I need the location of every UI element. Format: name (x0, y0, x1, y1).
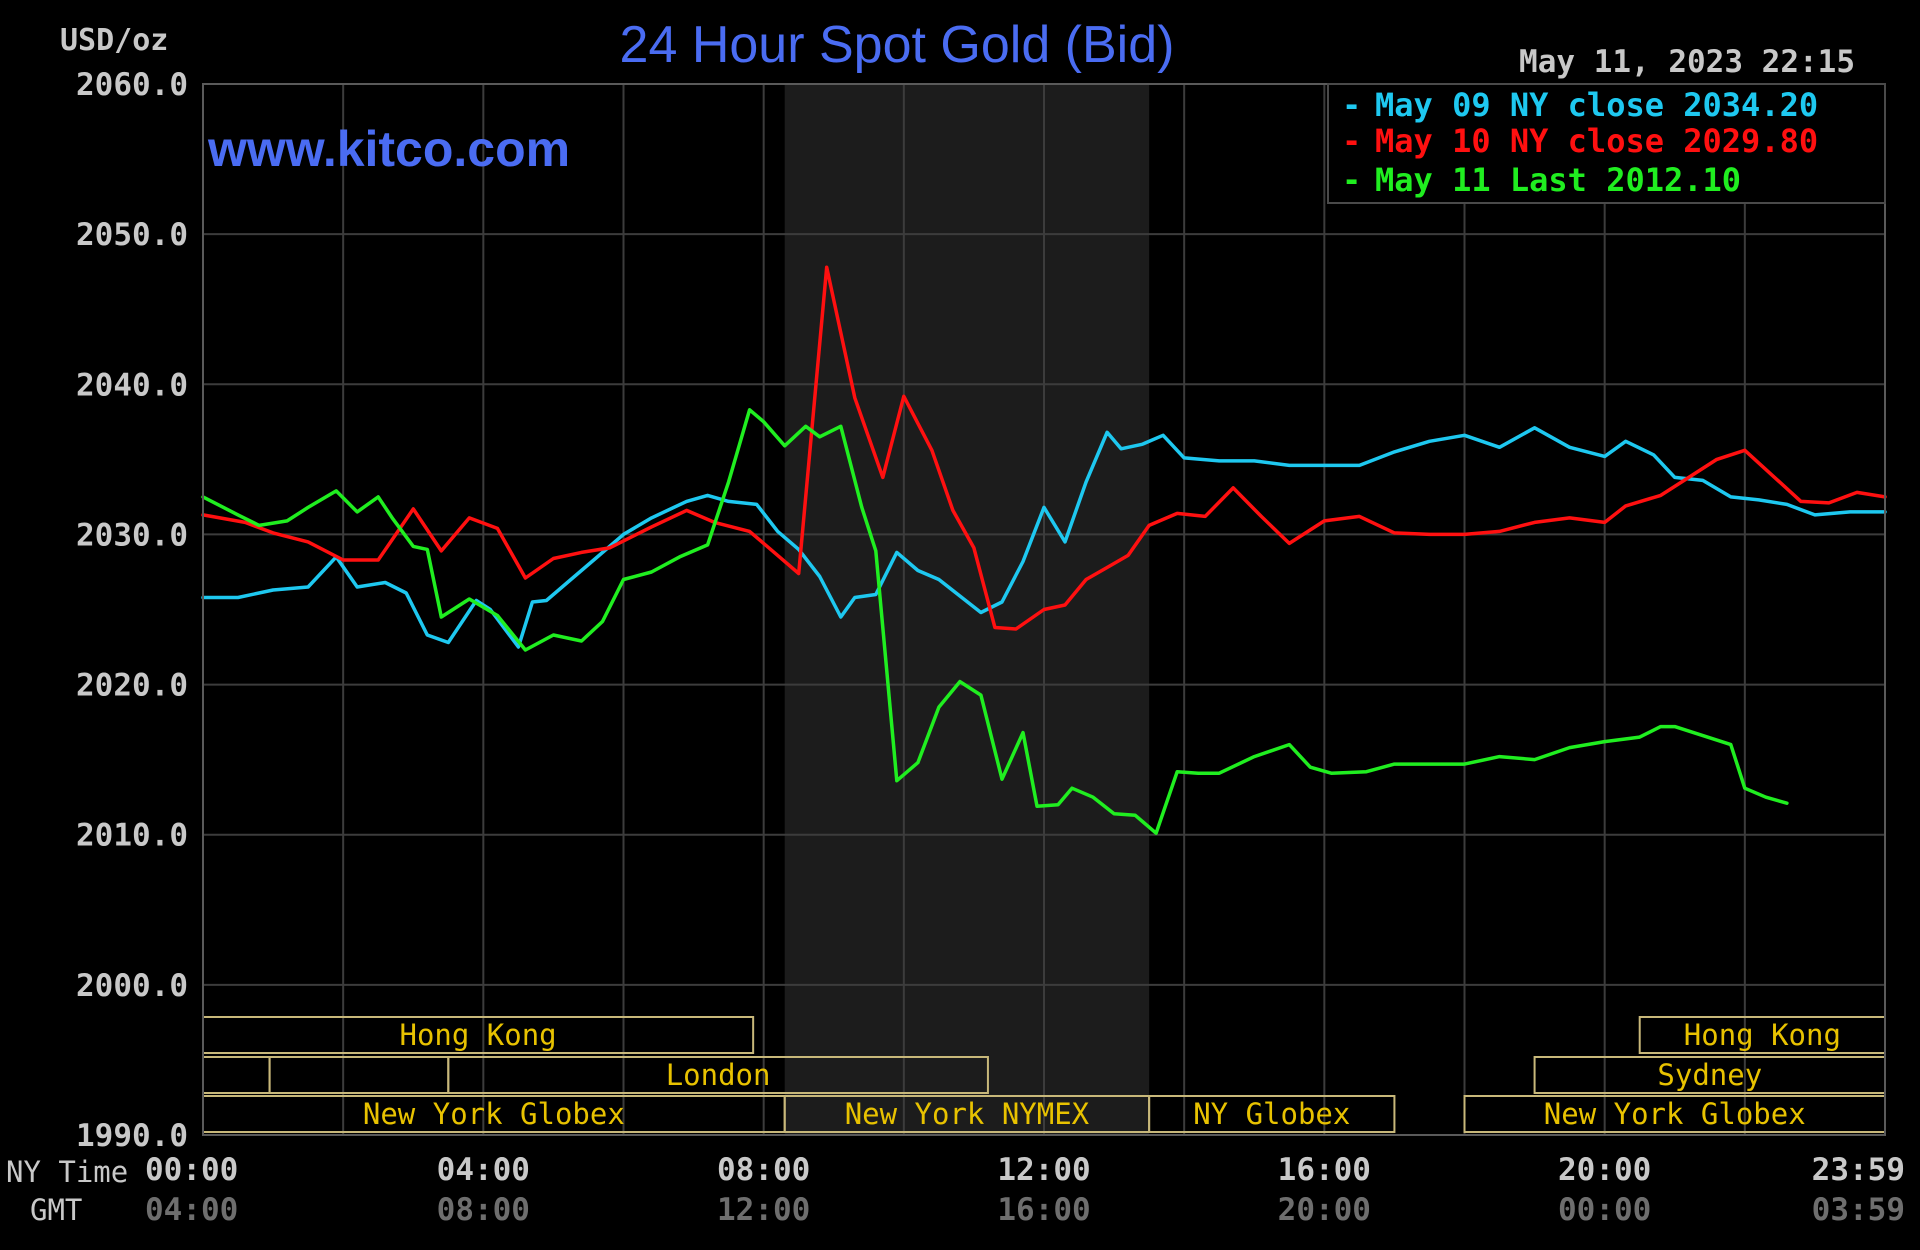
y-tick-label: 2050.0 (76, 217, 188, 253)
series-line-2 (201, 408, 1789, 835)
legend-box (1327, 83, 1886, 204)
price-series (201, 265, 1887, 835)
legend-entry-may10: - May 10 NY close 2029.80 (1342, 122, 1818, 160)
session-label: London (666, 1058, 771, 1092)
session-label: New York NYMEX (845, 1097, 1090, 1131)
market-sessions: Hong Kong Hong Kong London Sydney New York G… (202, 1016, 1887, 1133)
x-tick-label-ny: 04:00 (437, 1152, 530, 1188)
ny-time-axis-label: NY Time (6, 1155, 128, 1189)
y-tick-label: 1990.0 (76, 1118, 188, 1154)
x-tick-label-gmt: 00:00 (1558, 1192, 1651, 1228)
legend-marker: - (1342, 161, 1361, 199)
legend: - May 09 NY close 2034.20 - May 10 NY cl… (1327, 83, 1886, 204)
session-label: New York Globex (363, 1097, 625, 1131)
timestamp: May 11, 2023 22:15 (1519, 44, 1855, 80)
legend-label: May 09 NY close 2034.20 (1375, 86, 1818, 124)
grid-lines (203, 84, 1885, 1135)
y-tick-label: 2060.0 (76, 67, 188, 103)
x-tick-label-gmt: 08:00 (437, 1192, 530, 1228)
x-tick-label-gmt: 20:00 (1278, 1192, 1371, 1228)
gmt-axis-label: GMT (30, 1193, 82, 1227)
session-box (1148, 1095, 1396, 1133)
x-axis-ticks: 00:00 04:00 04:00 08:00 08:00 12:00 12:00 16:00… (145, 1152, 1905, 1228)
session-label: New York Globex (1544, 1097, 1806, 1131)
x-tick-label-ny: 20:00 (1558, 1152, 1651, 1188)
session-label: Hong Kong (1684, 1018, 1841, 1052)
legend-label: May 10 NY close 2029.80 (1375, 122, 1818, 160)
y-tick-label: 2020.0 (76, 668, 188, 704)
y-tick-label: 2030.0 (76, 517, 188, 553)
chart-title: 24 Hour Spot Gold (Bid) (620, 16, 1175, 74)
session-row3: NY Globex (1148, 1095, 1396, 1133)
session-label: Sydney (1657, 1058, 1762, 1092)
legend-marker: - (1342, 86, 1361, 124)
x-tick-label-gmt: 04:00 (145, 1192, 238, 1228)
x-tick-label-gmt: 16:00 (997, 1192, 1090, 1228)
y-axis-ticks: 1990.0 2000.0 2010.0 2020.0 2030.0 2040.0 2050… (76, 67, 188, 1154)
y-tick-label: 2010.0 (76, 818, 188, 854)
session-label: NY Globex (1193, 1097, 1350, 1131)
x-tick-label-ny: 12:00 (997, 1152, 1090, 1188)
x-tick-label-ny: 16:00 (1278, 1152, 1371, 1188)
x-tick-label-ny: 08:00 (717, 1152, 810, 1188)
series-line-1 (201, 265, 1887, 631)
y-tick-label: 2000.0 (76, 968, 188, 1004)
session-label: Hong Kong (400, 1018, 557, 1052)
session-box (447, 1056, 989, 1094)
units-label: USD/oz (60, 23, 168, 58)
legend-marker: - (1342, 122, 1361, 160)
watermark: www.kitco.com (207, 121, 570, 177)
legend-label: May 11 Last 2012.10 (1375, 161, 1741, 199)
x-tick-label-gmt: 03:59 (1812, 1192, 1905, 1228)
session-row2: Sydney (1533, 1056, 1887, 1094)
y-tick-label: 2040.0 (76, 367, 188, 403)
session-row2: London (447, 1056, 989, 1094)
x-tick-label-ny: 23:59 (1812, 1152, 1905, 1188)
legend-entry-may11: - May 11 Last 2012.10 (1342, 161, 1741, 199)
x-tick-label-gmt: 12:00 (717, 1192, 810, 1228)
nymex-session-shade (784, 84, 1150, 1135)
x-tick-label-ny: 00:00 (145, 1152, 238, 1188)
plot-frame (202, 83, 1886, 1136)
legend-entry-may09: - May 09 NY close 2034.20 (1342, 86, 1818, 124)
